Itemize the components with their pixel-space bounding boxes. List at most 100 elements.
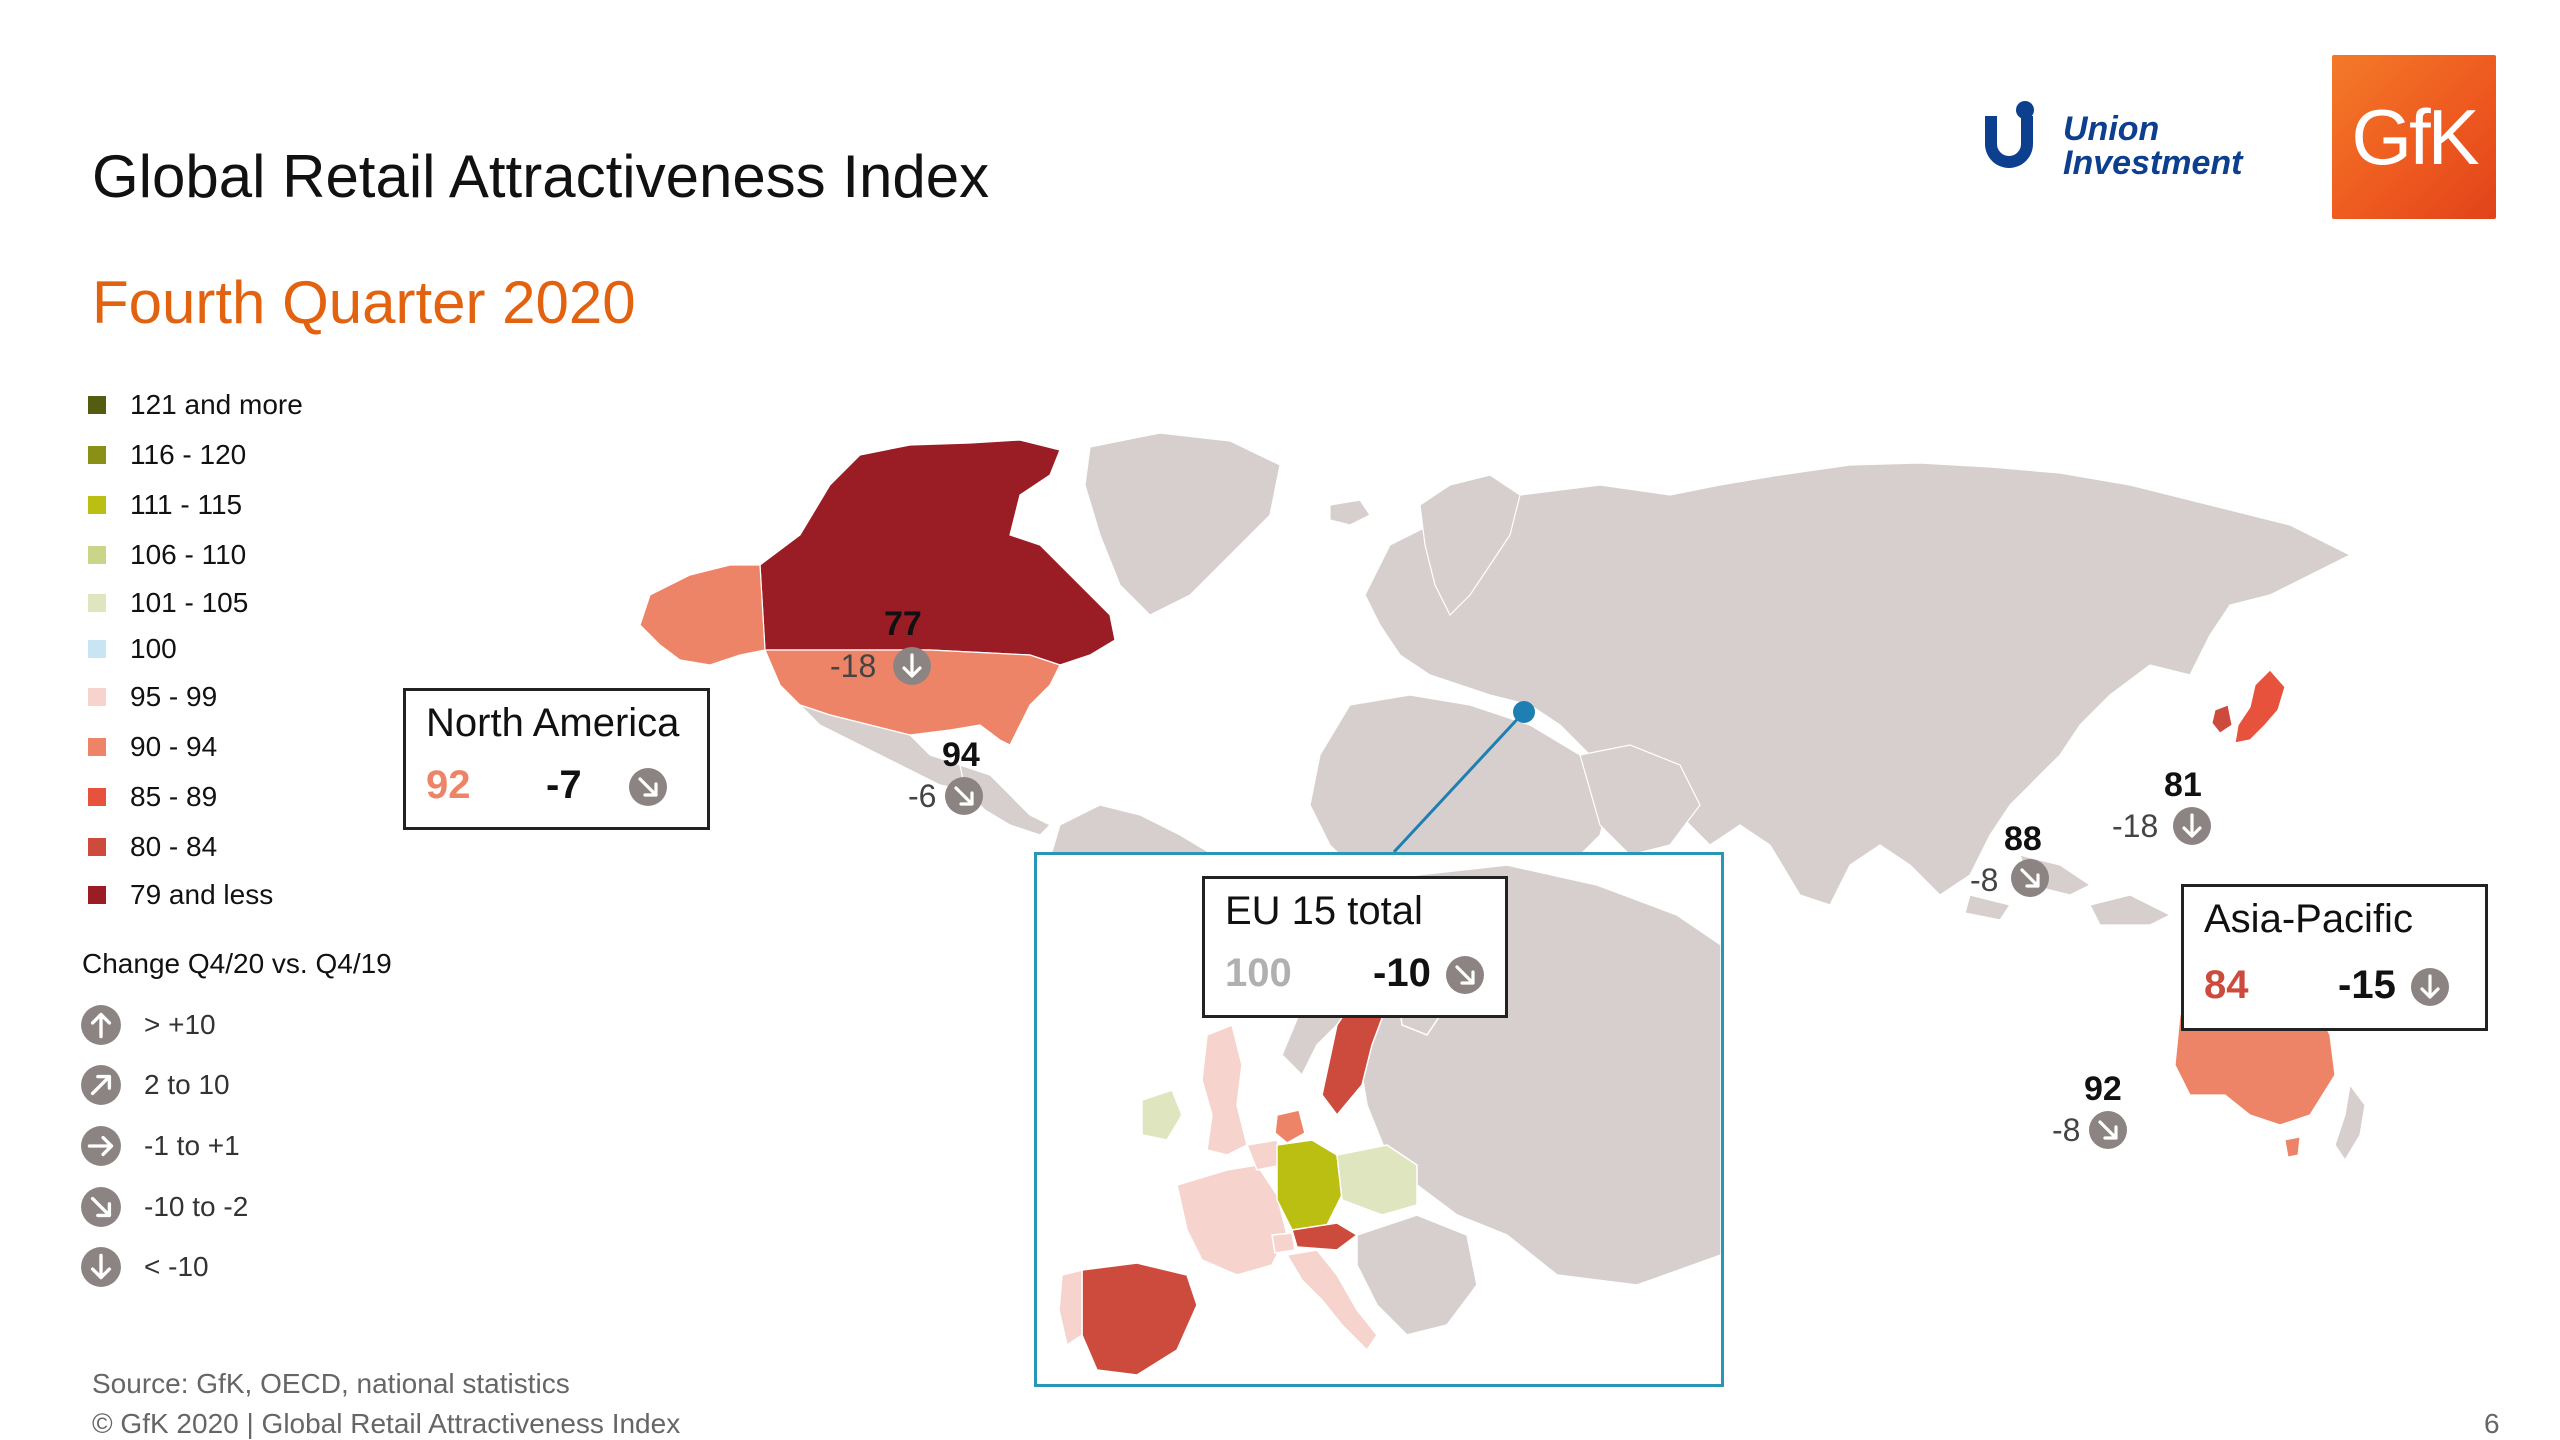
- legend-swatch: [88, 546, 106, 564]
- eu15-name: EU 15 total: [1225, 889, 1423, 933]
- germany: [1276, 1139, 1343, 1231]
- arrow-down-icon: [2173, 807, 2211, 845]
- portugal: [1058, 1269, 1083, 1347]
- switzerland: [1271, 1232, 1296, 1254]
- change-legend-item: 2 to 10: [80, 1064, 230, 1106]
- legend-label: 116 - 120: [130, 439, 247, 470]
- union-investment-mark-icon: [1985, 101, 2034, 168]
- arrow-down-right-icon: [2089, 1111, 2127, 1149]
- legend-item: 111 - 115: [88, 489, 243, 520]
- eu15-change: -10: [1373, 951, 1431, 995]
- page-title: Global Retail Attractiveness Index: [92, 143, 990, 210]
- australia-change: -8: [2052, 1112, 2081, 1148]
- spain: [1081, 1262, 1198, 1376]
- arrow-down-right-icon: [81, 1187, 121, 1227]
- change-legend-item: < -10: [80, 1246, 209, 1288]
- canada-index: 77: [884, 605, 922, 643]
- gfk-logo: GfK: [2332, 55, 2496, 219]
- canada-change: -18: [830, 648, 877, 684]
- japan: [2234, 669, 2286, 744]
- union-investment-logo-line1: Union: [2063, 110, 2160, 148]
- eu15-index: 100: [1225, 951, 1292, 995]
- legend-item: 106 - 110: [88, 539, 247, 570]
- north-america-name: North America: [426, 701, 680, 745]
- arrow-down-right-icon: [629, 768, 667, 806]
- union-investment-logo-line2: Investment: [2063, 144, 2243, 182]
- change-legend-item: > +10: [80, 1004, 216, 1046]
- balkans: [1356, 1214, 1478, 1336]
- arrow-up-right-icon: [81, 1065, 121, 1105]
- arrow-down-right-icon: [1446, 956, 1484, 994]
- eurasia: [1364, 462, 2352, 906]
- canada: [759, 439, 1116, 666]
- arrow-right-icon: [81, 1126, 121, 1166]
- page-number: 6: [2484, 1408, 2500, 1439]
- legend-item: 100: [88, 633, 177, 664]
- iceland: [1329, 499, 1371, 526]
- scandinavia: [1419, 474, 1521, 617]
- legend-swatch: [88, 640, 106, 658]
- north-america-box: North America 92 -7: [403, 688, 710, 830]
- legend-swatch: [88, 496, 106, 514]
- usa-change: -6: [908, 778, 937, 814]
- arrow-up-icon: [81, 1005, 121, 1045]
- legend-label: 111 - 115: [130, 489, 243, 520]
- north-america-change: -7: [546, 763, 582, 807]
- legend-label: 90 - 94: [130, 731, 218, 762]
- asia-pacific-name: Asia-Pacific: [2204, 897, 2413, 941]
- legend-item: 101 - 105: [88, 587, 248, 618]
- south-korea-index: 88: [2004, 820, 2042, 858]
- legend-item: 90 - 94: [88, 731, 218, 762]
- legend-item: 80 - 84: [88, 831, 218, 862]
- change-legend-title: Change Q4/20 vs. Q4/19: [82, 948, 392, 979]
- north-america-index: 92: [426, 763, 471, 807]
- legend-swatch: [88, 886, 106, 904]
- arrow-down-icon: [81, 1247, 121, 1287]
- legend-swatch: [88, 838, 106, 856]
- union-investment-logo: Union Investment: [1975, 98, 2275, 188]
- south-korea: [2211, 704, 2233, 734]
- italy: [1285, 1249, 1378, 1352]
- eu15-box: EU 15 total 100 -10: [1202, 876, 1508, 1018]
- tasmania: [2284, 1136, 2301, 1158]
- poland-czechia: [1336, 1144, 1418, 1216]
- legend-swatch: [88, 738, 106, 756]
- japan-change: -18: [2112, 808, 2159, 844]
- austria: [1291, 1222, 1359, 1251]
- arrow-down-right-icon: [2011, 859, 2049, 897]
- legend-item: 79 and less: [88, 879, 273, 910]
- legend-swatch: [88, 396, 106, 414]
- arrow-down-icon: [893, 647, 931, 685]
- usa-index: 94: [942, 736, 980, 774]
- change-legend-label: > +10: [144, 1009, 216, 1040]
- legend-swatch: [88, 788, 106, 806]
- change-legend-label: 2 to 10: [144, 1069, 230, 1100]
- legend-swatch: [88, 688, 106, 706]
- south-korea-change: -8: [1970, 862, 1999, 898]
- arrow-down-icon: [2411, 968, 2449, 1006]
- page-subtitle: Fourth Quarter 2020: [92, 269, 636, 336]
- australia-index: 92: [2084, 1070, 2122, 1108]
- legend-label: 80 - 84: [130, 831, 218, 862]
- ireland: [1141, 1089, 1183, 1141]
- source-note: Source: GfK, OECD, national statistics: [92, 1368, 570, 1399]
- greenland: [1084, 432, 1281, 616]
- change-legend-label: < -10: [144, 1251, 209, 1282]
- legend-label: 106 - 110: [130, 539, 247, 570]
- france: [1176, 1164, 1288, 1276]
- asia-pacific-index: 84: [2204, 963, 2249, 1007]
- change-legend-item: -1 to +1: [80, 1125, 240, 1167]
- legend-label: 85 - 89: [130, 781, 218, 812]
- legend-item: 95 - 99: [88, 681, 218, 712]
- legend-swatch: [88, 594, 106, 612]
- legend-item: 85 - 89: [88, 781, 218, 812]
- asia-pacific-box: Asia-Pacific 84 -15: [2181, 884, 2488, 1031]
- united-kingdom: [1201, 1023, 1248, 1156]
- legend-label: 121 and more: [130, 389, 303, 420]
- copyright-note: © GfK 2020 | Global Retail Attractivenes…: [92, 1408, 681, 1439]
- gfk-logo-text: GfK: [2351, 92, 2479, 181]
- legend-label: 95 - 99: [130, 681, 218, 712]
- arabia: [1579, 744, 1701, 856]
- legend-swatch: [88, 446, 106, 464]
- new-zealand: [2334, 1083, 2366, 1162]
